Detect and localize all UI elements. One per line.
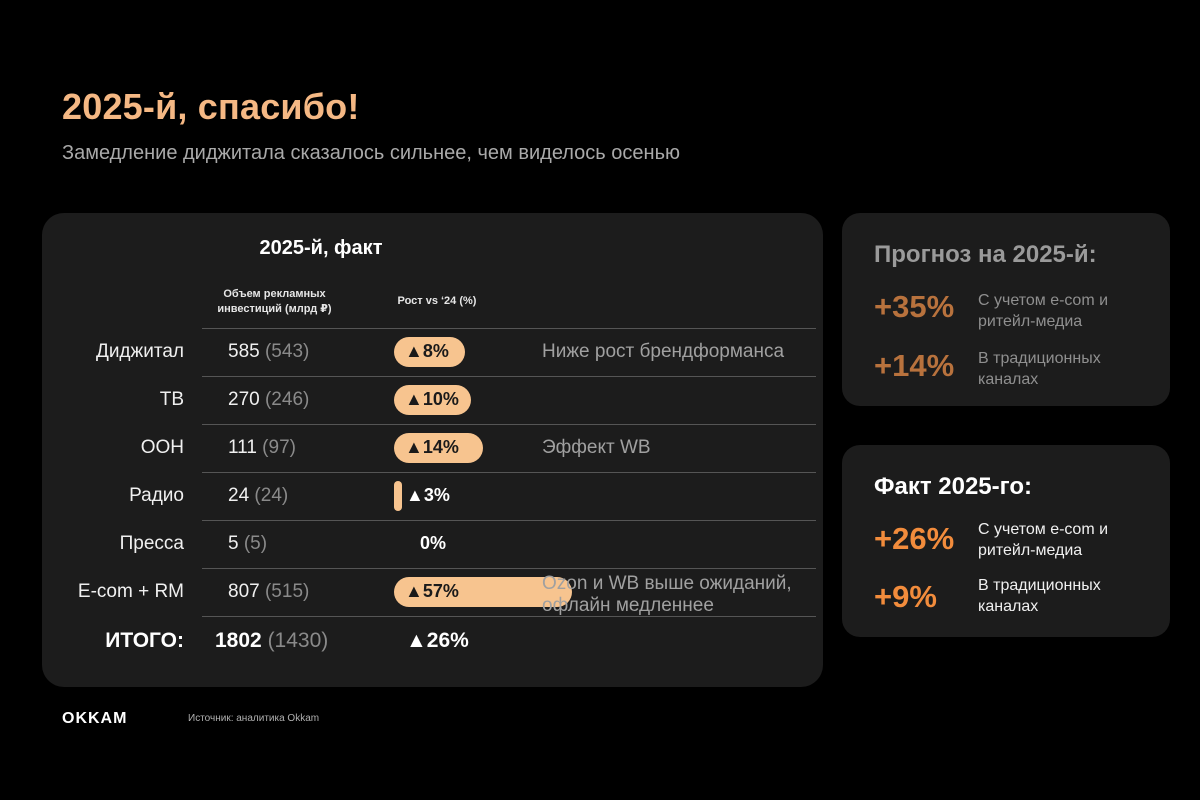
investment-current: 807 <box>228 581 260 602</box>
table-row: E-com + RM 807 (515) ▲57% Ozon и WB выше ож… <box>42 568 823 616</box>
growth-label: ▲10% <box>405 389 459 409</box>
table-row: Радио 24 (24) ▲3% <box>42 472 823 520</box>
investment-current: 270 <box>228 389 260 410</box>
total-previous: (1430) <box>267 629 329 652</box>
source-note: Источник: аналитика Okkam <box>188 713 320 724</box>
fact-card: Факт 2025-го: +26% С учетом e-com и рите… <box>842 445 1170 637</box>
row-comment: Эффект WB <box>542 437 651 458</box>
forecast-metric-value: +35% <box>874 289 955 324</box>
column-header-investment: Объем рекламных инвестиций (млрд ₽) <box>217 288 332 315</box>
growth-label: ▲8% <box>405 341 449 361</box>
growth-bar <box>394 337 466 367</box>
growth-label: ▲3% <box>406 485 450 505</box>
row-channel-name: Диджитал <box>95 341 184 362</box>
row-divider <box>202 616 816 617</box>
row-investment-value: 585 (543) <box>228 341 309 363</box>
row-channel-name: ТВ <box>159 389 184 410</box>
growth-label: ▲14% <box>405 437 459 457</box>
investment-previous: (5) <box>243 533 268 554</box>
row-channel-name: Пресса <box>119 533 184 554</box>
growth-bar <box>394 385 471 415</box>
row-investment-value: 111 (97) <box>228 437 296 459</box>
total-growth-label: ▲26% <box>406 629 469 652</box>
table-heading: 2025-й, факт <box>259 237 383 259</box>
forecast-metric-label: С учетом e-com и ритейл-медиа <box>978 292 1109 330</box>
forecast-card: Прогноз на 2025-й: +35% С учетом e-com и… <box>842 213 1170 406</box>
row-channel-name: OOH <box>140 437 184 458</box>
total-label: ИТОГО: <box>105 629 184 652</box>
investment-current: 24 <box>228 485 250 506</box>
table-row: Диджитал 585 (543) ▲8% Ниже рост брендформа… <box>42 328 823 376</box>
row-divider <box>202 376 816 377</box>
row-divider <box>202 424 816 425</box>
column-header-growth: Рост vs ‘24 (%) <box>397 295 477 307</box>
forecast-metric-value: +14% <box>874 348 955 383</box>
row-divider <box>202 328 816 329</box>
row-investment-value: 5 (5) <box>228 533 267 555</box>
table-row: Пресса 5 (5) 0% <box>42 520 823 568</box>
row-divider <box>202 568 816 569</box>
row-divider <box>202 472 816 473</box>
forecast-metric-label: В традиционных каналах <box>978 350 1101 388</box>
growth-bar <box>394 577 572 607</box>
investment-previous: (543) <box>264 341 310 362</box>
row-channel-name: E-com + RM <box>77 581 184 602</box>
total-investment-value: 1802 (1430) <box>215 629 328 653</box>
growth-label: ▲57% <box>405 581 459 601</box>
row-channel-name: Радио <box>129 485 184 506</box>
fact-table-panel: 2025-й, факт Объем рекламных инвестиций … <box>42 213 823 687</box>
row-investment-value: 807 (515) <box>228 581 309 603</box>
table-row: ТВ 270 (246) ▲10% <box>42 376 823 424</box>
row-investment-value: 270 (246) <box>228 389 309 411</box>
okkam-logo: OKKAM <box>62 710 128 727</box>
fact-metric-label: В традиционных каналах <box>978 577 1101 615</box>
growth-label: 0% <box>420 533 447 553</box>
page-title: 2025-й, спасибо! <box>62 86 360 127</box>
investment-previous: (24) <box>254 485 289 506</box>
investment-previous: (515) <box>264 581 310 602</box>
forecast-card-title: Прогноз на 2025-й: <box>874 241 1097 268</box>
table-row: OOH 111 (97) ▲14% Эффект WB <box>42 424 823 472</box>
page-subtitle: Замедление диджитала сказалось сильнее, … <box>62 142 680 164</box>
investment-previous: (246) <box>264 389 310 410</box>
fact-metric-value: +26% <box>874 521 955 556</box>
investment-current: 585 <box>228 341 260 362</box>
investment-previous: (97) <box>262 437 296 458</box>
fact-metric-label: С учетом e-com и ритейл-медиа <box>978 521 1109 559</box>
row-comment: Ниже рост брендформанса <box>542 341 785 362</box>
fact-metric-value: +9% <box>874 579 937 614</box>
row-comment: Ozon и WB выше ожиданий, офлайн медленне… <box>542 573 792 616</box>
total-current: 1802 <box>215 629 262 652</box>
investment-current: 5 <box>228 533 239 554</box>
row-divider <box>202 520 816 521</box>
growth-bar <box>394 433 483 463</box>
growth-bar <box>394 481 402 511</box>
investment-current: 111 <box>228 437 257 458</box>
fact-card-title: Факт 2025-го: <box>874 473 1032 500</box>
row-investment-value: 24 (24) <box>228 485 288 507</box>
table-total-row: ИТОГО: 1802 (1430) ▲26% <box>42 616 823 664</box>
